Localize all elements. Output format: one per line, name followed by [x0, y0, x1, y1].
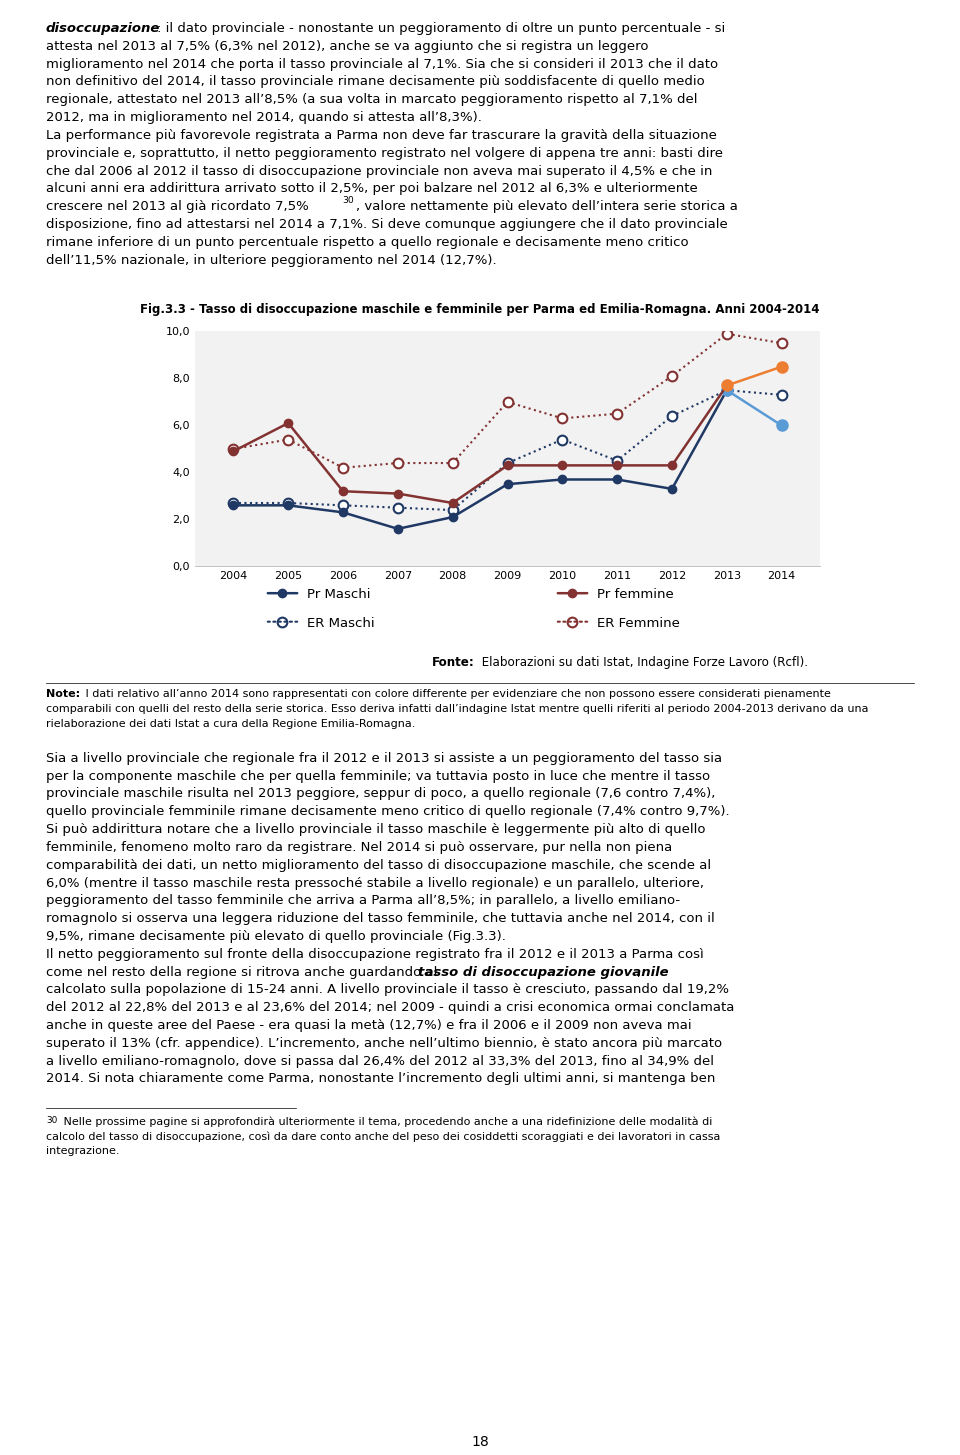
Text: provinciale e, soprattutto, il netto peggioramento registrato nel volgere di app: provinciale e, soprattutto, il netto peg… — [46, 147, 723, 160]
Text: miglioramento nel 2014 che porta il tasso provinciale al 7,1%. Sia che si consid: miglioramento nel 2014 che porta il tass… — [46, 58, 718, 71]
Text: Elaborazioni su dati Istat, Indagine Forze Lavoro (Rcfl).: Elaborazioni su dati Istat, Indagine For… — [478, 656, 808, 669]
Text: rimane inferiore di un punto percentuale rispetto a quello regionale e decisamen: rimane inferiore di un punto percentuale… — [46, 236, 688, 249]
Text: rielaborazione dei dati Istat a cura della Regione Emilia-Romagna.: rielaborazione dei dati Istat a cura del… — [46, 719, 416, 729]
Text: Pr Maschi: Pr Maschi — [307, 588, 371, 601]
Text: a livello emiliano-romagnolo, dove si passa dal 26,4% del 2012 al 33,3% del 2013: a livello emiliano-romagnolo, dove si pa… — [46, 1055, 714, 1068]
Text: I dati relativo all’anno 2014 sono rappresentati con colore differente per evide: I dati relativo all’anno 2014 sono rappr… — [82, 688, 830, 698]
Text: come nel resto della regione si ritrova anche guardando al: come nel resto della regione si ritrova … — [46, 966, 442, 979]
Text: che dal 2006 al 2012 il tasso di disoccupazione provinciale non aveva mai supera: che dal 2006 al 2012 il tasso di disoccu… — [46, 164, 712, 178]
Text: tasso di disoccupazione giovanile: tasso di disoccupazione giovanile — [418, 966, 668, 979]
Text: 30: 30 — [342, 196, 353, 205]
Text: provinciale maschile risulta nel 2013 peggiore, seppur di poco, a quello regiona: provinciale maschile risulta nel 2013 pe… — [46, 787, 715, 800]
Text: non definitivo del 2014, il tasso provinciale rimane decisamente più soddisfacen: non definitivo del 2014, il tasso provin… — [46, 76, 705, 89]
Text: 6,0% (mentre il tasso maschile resta pressoché stabile a livello regionale) e un: 6,0% (mentre il tasso maschile resta pre… — [46, 876, 704, 889]
Text: , valore nettamente più elevato dell’intera serie storica a: , valore nettamente più elevato dell’int… — [356, 201, 738, 212]
Text: anche in queste aree del Paese - era quasi la metà (12,7%) e fra il 2006 e il 20: anche in queste aree del Paese - era qua… — [46, 1018, 691, 1032]
Text: ER Femmine: ER Femmine — [597, 617, 680, 630]
Text: 2014. Si nota chiaramente come Parma, nonostante l’incremento degli ultimi anni,: 2014. Si nota chiaramente come Parma, no… — [46, 1072, 715, 1085]
Text: ER Maschi: ER Maschi — [307, 617, 374, 630]
Text: : il dato provinciale - nonostante un peggioramento di oltre un punto percentual: : il dato provinciale - nonostante un pe… — [157, 22, 725, 35]
Text: superato il 13% (cfr. appendice). L’incremento, anche nell’ultimo biennio, è sta: superato il 13% (cfr. appendice). L’incr… — [46, 1037, 722, 1051]
Text: integrazione.: integrazione. — [46, 1147, 119, 1157]
Text: regionale, attestato nel 2013 all’8,5% (a sua volta in marcato peggioramento ris: regionale, attestato nel 2013 all’8,5% (… — [46, 93, 698, 106]
Text: disoccupazione: disoccupazione — [46, 22, 160, 35]
Text: alcuni anni era addirittura arrivato sotto il 2,5%, per poi balzare nel 2012 al : alcuni anni era addirittura arrivato sot… — [46, 182, 698, 195]
Text: femminile, fenomeno molto raro da registrare. Nel 2014 si può osservare, pur nel: femminile, fenomeno molto raro da regist… — [46, 841, 672, 854]
Text: Sia a livello provinciale che regionale fra il 2012 e il 2013 si assiste a un pe: Sia a livello provinciale che regionale … — [46, 752, 722, 765]
Text: comparabilità dei dati, un netto miglioramento del tasso di disoccupazione masch: comparabilità dei dati, un netto miglior… — [46, 858, 711, 872]
Text: romagnolo si osserva una leggera riduzione del tasso femminile, che tuttavia anc: romagnolo si osserva una leggera riduzio… — [46, 912, 715, 925]
Text: ,: , — [636, 966, 640, 979]
Text: calcolato sulla popolazione di 15-24 anni. A livello provinciale il tasso è cres: calcolato sulla popolazione di 15-24 ann… — [46, 984, 729, 997]
Text: peggioramento del tasso femminile che arriva a Parma all’8,5%; in parallelo, a l: peggioramento del tasso femminile che ar… — [46, 895, 680, 908]
Text: 9,5%, rimane decisamente più elevato di quello provinciale (Fig.3.3).: 9,5%, rimane decisamente più elevato di … — [46, 930, 506, 943]
Text: quello provinciale femminile rimane decisamente meno critico di quello regionale: quello provinciale femminile rimane deci… — [46, 805, 730, 818]
Text: Il netto peggioramento sul fronte della disoccupazione registrato fra il 2012 e : Il netto peggioramento sul fronte della … — [46, 947, 704, 960]
Text: Nelle prossime pagine si approfondirà ulteriormente il tema, procedendo anche a : Nelle prossime pagine si approfondirà ul… — [60, 1116, 712, 1126]
Text: Note:: Note: — [46, 688, 80, 698]
Text: 2012, ma in miglioramento nel 2014, quando si attesta all’8,3%).: 2012, ma in miglioramento nel 2014, quan… — [46, 111, 482, 124]
Text: crescere nel 2013 al già ricordato 7,5%: crescere nel 2013 al già ricordato 7,5% — [46, 201, 309, 212]
Text: La performance più favorevole registrata a Parma non deve far trascurare la grav: La performance più favorevole registrata… — [46, 129, 717, 143]
Text: calcolo del tasso di disoccupazione, così da dare conto anche del peso dei cosid: calcolo del tasso di disoccupazione, cos… — [46, 1131, 720, 1142]
Text: Pr femmine: Pr femmine — [597, 588, 674, 601]
Text: attesta nel 2013 al 7,5% (6,3% nel 2012), anche se va aggiunto che si registra u: attesta nel 2013 al 7,5% (6,3% nel 2012)… — [46, 39, 649, 52]
Text: dell’11,5% nazionale, in ulteriore peggioramento nel 2014 (12,7%).: dell’11,5% nazionale, in ulteriore peggi… — [46, 253, 496, 266]
Text: comparabili con quelli del resto della serie storica. Esso deriva infatti dall’i: comparabili con quelli del resto della s… — [46, 704, 869, 714]
Text: del 2012 al 22,8% del 2013 e al 23,6% del 2014; nel 2009 - quindi a crisi econom: del 2012 al 22,8% del 2013 e al 23,6% de… — [46, 1001, 734, 1014]
Text: Fig.3.3 - Tasso di disoccupazione maschile e femminile per Parma ed Emilia-Romag: Fig.3.3 - Tasso di disoccupazione maschi… — [140, 304, 820, 316]
Text: Fonte:: Fonte: — [432, 656, 475, 669]
Text: 30: 30 — [46, 1116, 58, 1125]
Text: per la componente maschile che per quella femminile; va tuttavia posto in luce c: per la componente maschile che per quell… — [46, 770, 710, 783]
Text: disposizione, fino ad attestarsi nel 2014 a 7,1%. Si deve comunque aggiungere ch: disposizione, fino ad attestarsi nel 201… — [46, 218, 728, 231]
Text: Si può addirittura notare che a livello provinciale il tasso maschile è leggerme: Si può addirittura notare che a livello … — [46, 824, 706, 837]
Text: 18: 18 — [471, 1435, 489, 1449]
